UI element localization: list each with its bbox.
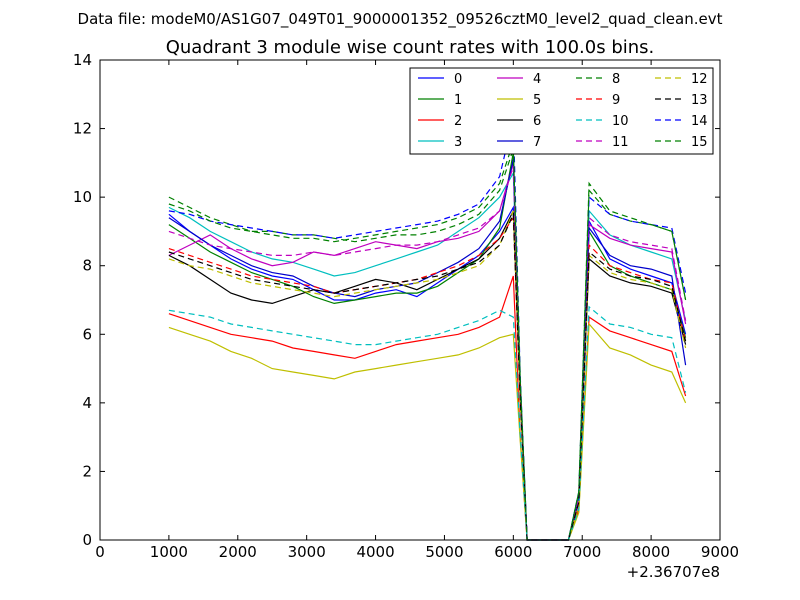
- legend-label-14: 14: [691, 114, 708, 129]
- legend-label-1: 1: [454, 93, 462, 108]
- series-line-4: [168, 162, 687, 541]
- plot-lines: [168, 118, 687, 541]
- y-tick-label: 2: [82, 462, 92, 480]
- plot-frame: [99, 59, 721, 541]
- legend-label-9: 9: [612, 93, 620, 108]
- x-tick-label: 2000: [219, 543, 257, 561]
- series-line-14: [168, 118, 687, 541]
- series-line-3: [168, 170, 687, 541]
- y-tick-label: 14: [73, 51, 92, 69]
- axis-ticks: 0 1000 2000 3000 4000 5000 6000 7000 8000 9000 0 2 4…: [73, 51, 739, 561]
- legend-label-0: 0: [454, 72, 462, 87]
- legend-label-7: 7: [533, 135, 541, 150]
- legend-label-13: 13: [691, 93, 708, 108]
- series-line-5: [168, 322, 687, 541]
- y-tick-label: 4: [82, 394, 92, 412]
- x-tick-label: 9000: [701, 543, 739, 561]
- x-tick-label: 0: [95, 543, 105, 561]
- series-line-11: [168, 166, 687, 541]
- legend-label-8: 8: [612, 72, 620, 87]
- legend-label-10: 10: [612, 114, 629, 129]
- chart-title: Quadrant 3 module wise count rates with …: [166, 37, 655, 58]
- legend-label-11: 11: [612, 135, 629, 150]
- series-line-8: [168, 148, 687, 541]
- series-line-7: [168, 159, 687, 541]
- y-tick-label: 0: [82, 531, 92, 549]
- series-line-13: [168, 214, 687, 541]
- legend-label-15: 15: [691, 135, 708, 150]
- y-tick-label: 12: [73, 120, 92, 138]
- legend-label-3: 3: [454, 135, 462, 150]
- x-offset-label: +2.36707e8: [627, 563, 720, 581]
- y-tick-label: 8: [82, 257, 92, 275]
- legend-label-4: 4: [533, 72, 541, 87]
- x-tick-label: 7000: [563, 543, 601, 561]
- series-line-15: [168, 142, 687, 541]
- series-line-6: [168, 210, 687, 541]
- x-tick-label: 8000: [632, 543, 670, 561]
- legend-label-5: 5: [533, 93, 541, 108]
- x-tick-label: 4000: [356, 543, 394, 561]
- x-tick-label: 6000: [494, 543, 532, 561]
- y-tick-label: 6: [82, 325, 92, 343]
- series-line-2: [168, 275, 687, 541]
- series-line-0: [168, 205, 687, 541]
- figure-suptitle: Data file: modeM0/AS1G07_049T01_90000013…: [78, 10, 723, 29]
- legend-box: [409, 67, 714, 155]
- series-line-10: [168, 305, 687, 541]
- series-line-12: [168, 210, 687, 541]
- x-tick-label: 5000: [425, 543, 463, 561]
- legend-label-6: 6: [533, 114, 541, 129]
- y-tick-label: 10: [73, 188, 92, 206]
- x-tick-label: 3000: [288, 543, 326, 561]
- series-line-9: [168, 215, 687, 541]
- series-line-1: [168, 152, 687, 541]
- legend-label-12: 12: [691, 72, 708, 87]
- legend-label-2: 2: [454, 114, 462, 129]
- x-tick-label: 1000: [150, 543, 188, 561]
